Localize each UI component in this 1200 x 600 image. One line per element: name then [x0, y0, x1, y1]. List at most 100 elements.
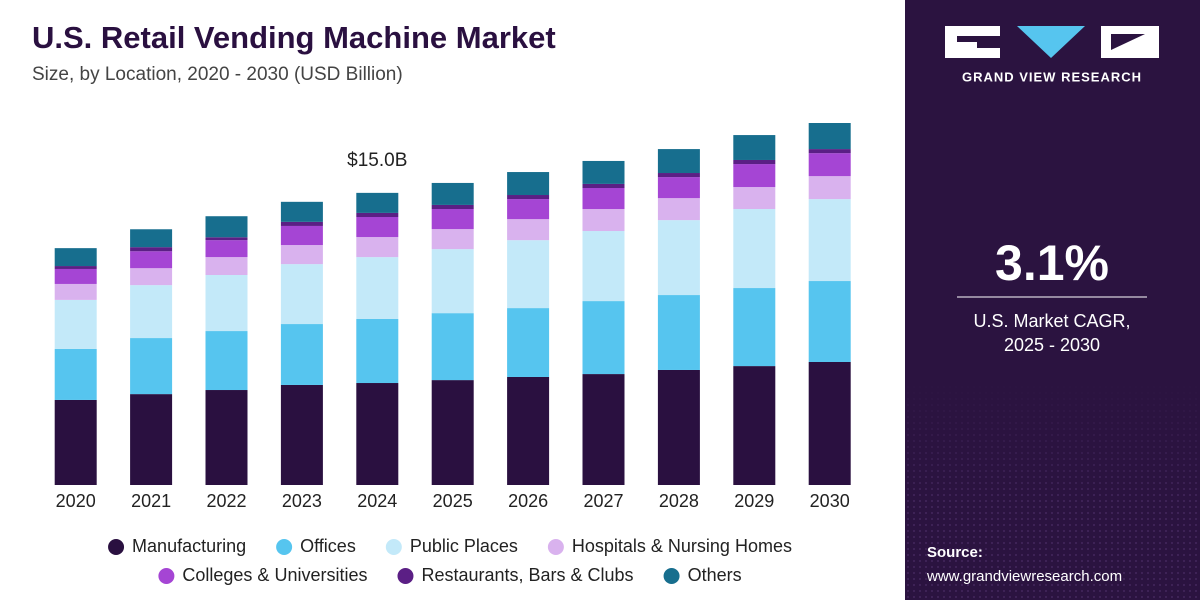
bar-segment: [431, 182, 474, 205]
bar-segment: [431, 249, 474, 314]
bar-segment: [356, 257, 399, 319]
bar-segment: [657, 149, 700, 174]
bar-segment: [54, 399, 97, 485]
bar-segment: [507, 199, 550, 220]
sidebar-fade: [905, 380, 1200, 500]
chart: U.S. Retail Vending Machine Market Size,…: [32, 20, 851, 585]
bar-segment: [431, 209, 474, 230]
legend-label: Others: [688, 565, 742, 585]
bar-segment: [54, 299, 97, 349]
bar-segment: [582, 231, 625, 302]
bar-segment: [657, 295, 700, 370]
bar-segment: [808, 123, 851, 150]
bar-segment: [507, 240, 550, 309]
bar-segment: [205, 390, 248, 485]
bar-segment: [431, 380, 474, 485]
legend-label: Public Places: [410, 536, 518, 556]
bar-segment: [205, 257, 248, 276]
bar-segment: [808, 149, 851, 154]
bar-segment: [507, 376, 550, 485]
legend-marker: [397, 568, 414, 584]
bar-segment: [733, 187, 776, 210]
bar-segment: [205, 240, 248, 258]
legend-marker: [547, 539, 564, 555]
cagr-value: 3.1%: [995, 235, 1109, 291]
bar-segment: [507, 195, 550, 200]
bar-segment: [130, 285, 173, 339]
annotation: $15.0B: [347, 150, 407, 171]
bar-segment: [280, 225, 323, 246]
bar-segment: [431, 204, 474, 210]
bar-segment: [130, 251, 173, 269]
bar-segment: [356, 383, 399, 485]
bar-segment: [130, 247, 173, 252]
bar-segment: [280, 201, 323, 222]
bar-segment: [733, 135, 776, 160]
bar-segment: [54, 266, 97, 269]
bar-segment: [356, 212, 399, 218]
bar-segment: [54, 348, 97, 400]
bar-segment: [657, 177, 700, 199]
bar-segment: [582, 183, 625, 189]
bar-segment: [54, 283, 97, 300]
x-tick-label: 2030: [810, 491, 850, 511]
legend-marker: [108, 539, 125, 555]
sidebar: GRAND VIEW RESEARCH 3.1% U.S. Market CAG…: [905, 0, 1200, 600]
bar-segment: [582, 160, 625, 184]
cagr-label: U.S. Market CAGR,: [973, 311, 1130, 331]
bar-segment: [733, 288, 776, 367]
bar-segment: [657, 369, 700, 485]
x-tick-label: 2022: [206, 491, 246, 511]
bar-segment: [507, 308, 550, 377]
bar-segment: [356, 237, 399, 258]
legend-label: Hospitals & Nursing Homes: [572, 536, 792, 556]
x-tick-label: 2027: [583, 491, 623, 511]
legend-marker: [385, 539, 402, 555]
x-tick-label: 2023: [282, 491, 322, 511]
bar-segment: [582, 209, 625, 232]
bar-segment: [733, 209, 776, 289]
logo: [945, 26, 1159, 58]
brand: GRAND VIEW RESEARCH: [962, 69, 1142, 84]
x-tick-label: 2026: [508, 491, 548, 511]
x-tick-label: 2024: [357, 491, 397, 511]
bar-segment: [130, 229, 173, 248]
chart-subtitle: Size, by Location, 2020 - 2030 (USD Bill…: [32, 64, 403, 85]
legend-marker: [276, 539, 293, 555]
legend-label: Colleges & Universities: [182, 565, 367, 585]
bar-segment: [733, 164, 776, 188]
x-tick-label: 2029: [734, 491, 774, 511]
bar-segment: [808, 361, 851, 485]
bar-segment: [280, 264, 323, 325]
bar-segment: [54, 248, 97, 267]
bar-segment: [280, 324, 323, 385]
x-tick-label: 2020: [56, 491, 96, 511]
bar-segment: [130, 268, 173, 286]
bar-segment: [356, 217, 399, 238]
bar-segment: [733, 159, 776, 165]
legend-marker: [663, 568, 680, 584]
cagr-label: 2025 - 2030: [1004, 335, 1100, 355]
bar-segment: [431, 313, 474, 381]
bar-segment: [582, 188, 625, 210]
bar-segment: [205, 331, 248, 391]
source-url: www.grandviewresearch.com: [926, 568, 1122, 585]
x-tick-label: 2025: [433, 491, 473, 511]
bar-segment: [205, 216, 248, 238]
bar-segment: [808, 199, 851, 282]
bar-segment: [205, 275, 248, 332]
bar-segment: [130, 394, 173, 485]
bar-segment: [431, 229, 474, 250]
bar-segment: [582, 374, 625, 485]
x-tick-label: 2021: [131, 491, 171, 511]
bar-segment: [130, 338, 173, 395]
legend-label: Restaurants, Bars & Clubs: [421, 565, 633, 585]
bar-segment: [280, 221, 323, 226]
bar-segment: [280, 245, 323, 265]
legend-label: Offices: [300, 536, 356, 556]
bar-segment: [657, 198, 700, 221]
bar-segment: [657, 173, 700, 178]
chart-title: U.S. Retail Vending Machine Market: [32, 20, 556, 55]
bar-segment: [507, 219, 550, 241]
bar-segment: [733, 366, 776, 485]
